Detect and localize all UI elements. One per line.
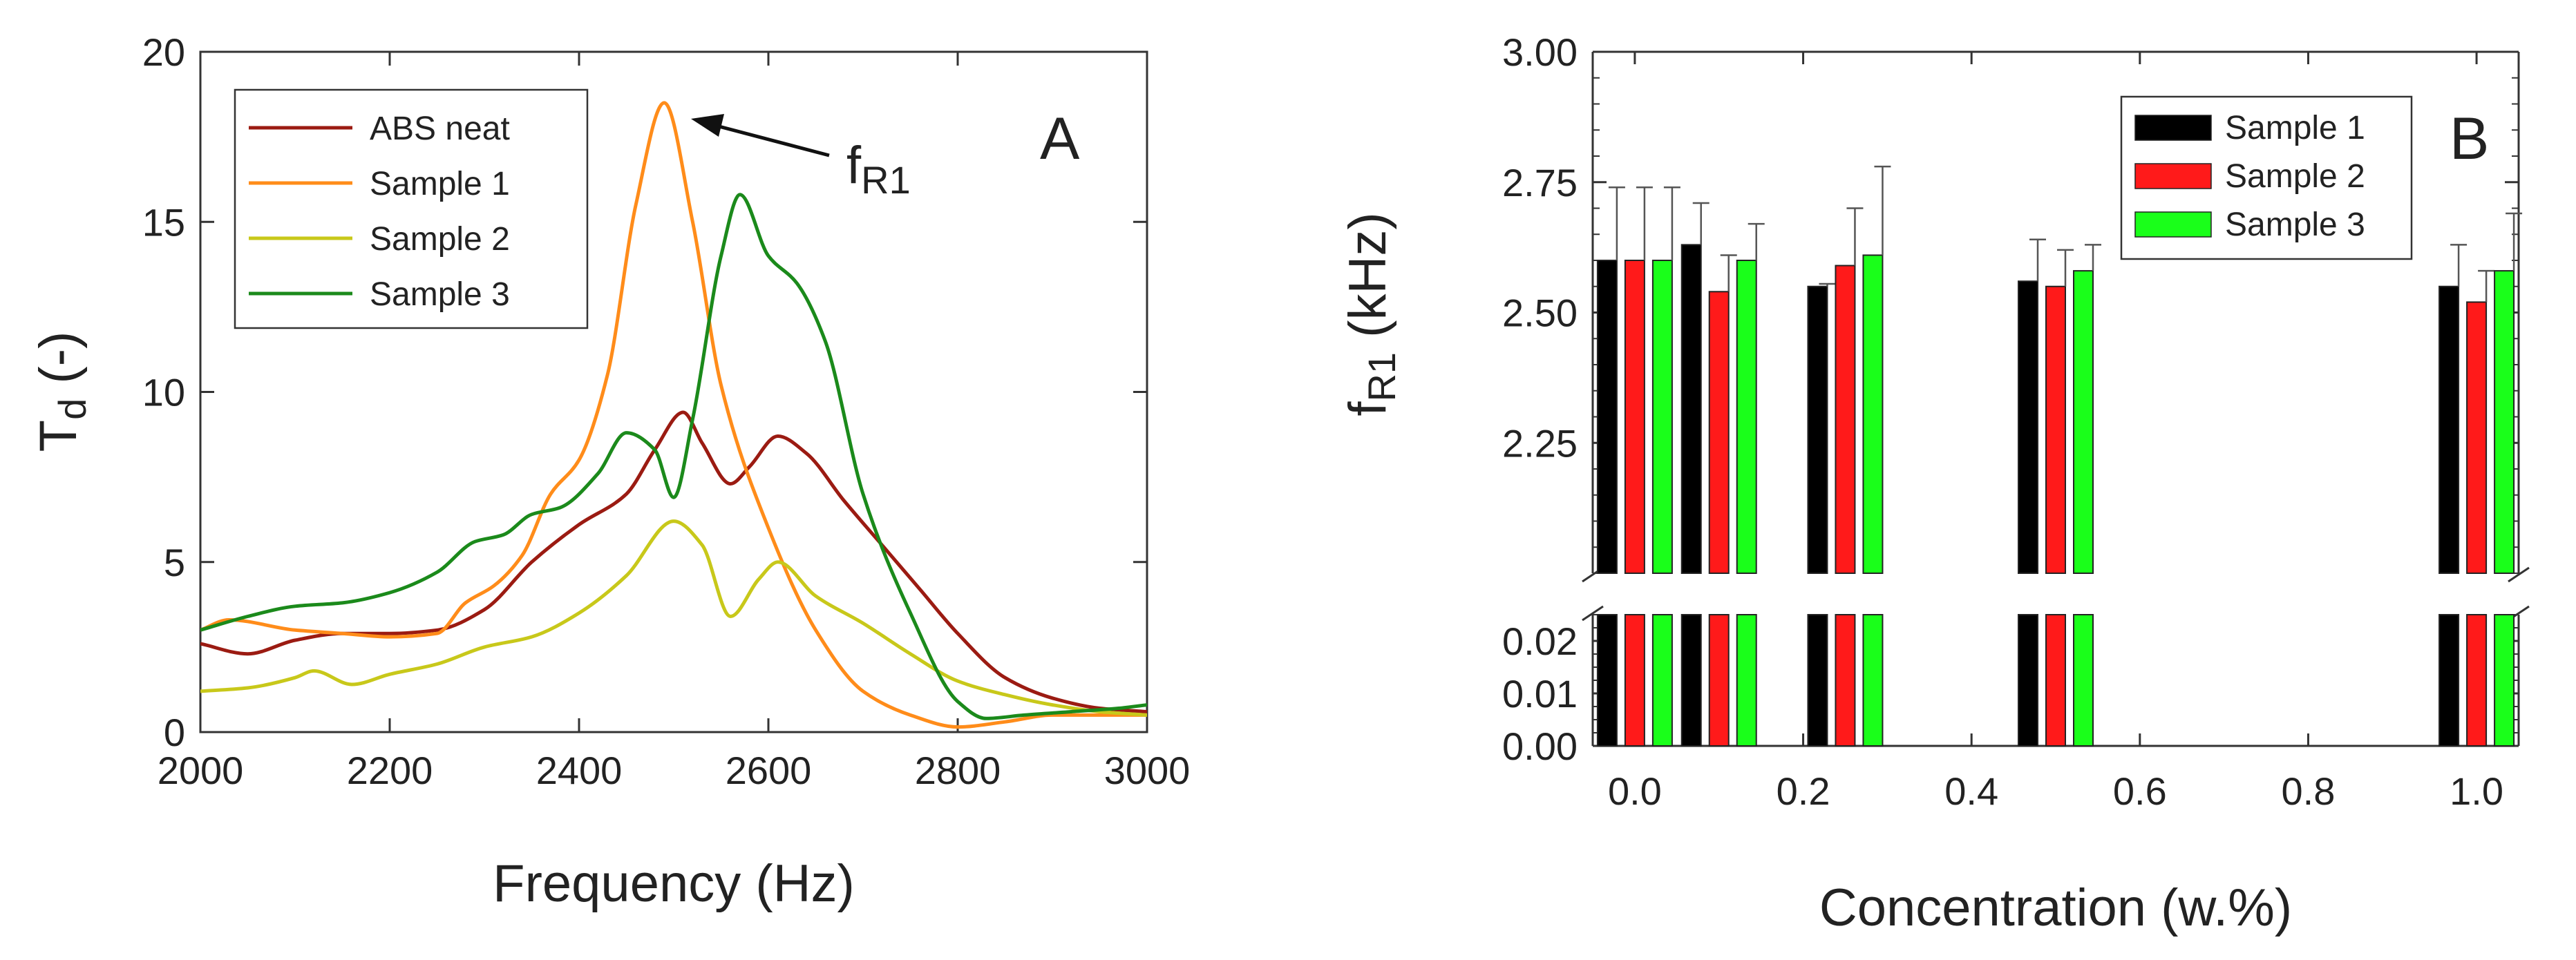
chart-a-annotation: fR1 <box>691 114 911 202</box>
x-tick-label: 0.0 <box>1608 769 1662 813</box>
bar-sample-3 <box>2494 270 2515 574</box>
series-line-abs-neat <box>200 410 1147 713</box>
chart-a: 2000 2200 2400 2600 2800 3000 0 5 10 15 20 ABS nea… <box>29 30 1190 913</box>
legend-label: Sample 2 <box>2225 158 2365 195</box>
y-tick-label: 2.75 <box>1502 161 1578 204</box>
y-tick-label: 2.50 <box>1502 291 1578 335</box>
chart-b-y-axis-label-sub: R1 <box>1360 352 1403 402</box>
bar-sample-2 <box>1708 291 1730 574</box>
chart-a-y-axis-label: Td (-) <box>29 332 94 452</box>
x-tick-label: 2200 <box>347 749 433 792</box>
bar-lower-sample-2 <box>1624 614 1645 747</box>
x-tick-label: 2400 <box>536 749 623 792</box>
bar-lower-sample-1 <box>1807 614 1828 747</box>
y-tick-label: 5 <box>164 541 185 584</box>
bar-lower-sample-1 <box>2438 614 2460 747</box>
chart-a-y-axis-label-suffix: (-) <box>29 332 88 399</box>
y-tick-label: 10 <box>142 371 185 414</box>
legend-label: Sample 1 <box>370 166 510 202</box>
x-tick-label: 3000 <box>1104 749 1191 792</box>
bar-sample-2 <box>1624 260 1645 574</box>
legend-swatch <box>2134 211 2212 238</box>
legend-label: ABS neat <box>370 111 510 147</box>
series-line-sample-1 <box>200 101 1147 729</box>
chart-b: 0.0 0.2 0.4 0.6 0.8 1.0 2.25 2.50 2.75 3.00 0.00 0.… <box>1338 30 2530 937</box>
bar-sample-2 <box>1835 265 1856 574</box>
x-tick-label: 0.2 <box>1777 769 1830 813</box>
bar-lower-sample-3 <box>2494 614 2515 747</box>
chart-b-y-axis-label: fR1 (kHz) <box>1338 212 1403 416</box>
annotation-label-sub: R1 <box>861 158 911 202</box>
bar-sample-1 <box>1680 244 1702 574</box>
legend-label: Sample 3 <box>370 276 510 313</box>
x-tick-label: 2600 <box>726 749 812 792</box>
x-tick-label: 0.8 <box>2282 769 2336 813</box>
bar-sample-1 <box>2438 285 2460 574</box>
bar-sample-1 <box>1596 260 1618 574</box>
legend-label: Sample 3 <box>2225 207 2365 243</box>
x-tick-label: 1.0 <box>2450 769 2503 813</box>
chart-a-legend: ABS neat Sample 1 Sample 2 Sample 3 <box>234 88 589 329</box>
y-tick-label: 0.02 <box>1502 620 1578 663</box>
annotation-arrowhead <box>691 114 724 137</box>
bar-lower-sample-1 <box>1680 614 1702 747</box>
x-tick-label: 2800 <box>915 749 1001 792</box>
y-tick-label: 20 <box>142 30 185 74</box>
legend-label: Sample 2 <box>370 221 510 258</box>
bar-lower-sample-2 <box>2466 614 2488 747</box>
bar-sample-3 <box>2073 270 2094 574</box>
legend-swatch <box>2134 163 2212 189</box>
chart-a-y-axis-label-sub: d <box>50 399 94 420</box>
bar-lower-sample-1 <box>1596 614 1618 747</box>
legend-swatch <box>2134 115 2212 141</box>
chart-a-x-axis-label: Frequency (Hz) <box>493 854 855 913</box>
x-tick-label: 0.6 <box>2113 769 2167 813</box>
x-tick-label: 2000 <box>158 749 244 792</box>
chart-b-y-axis-label-main: f <box>1338 401 1397 416</box>
chart-b-y-axis-label-suffix: (kHz) <box>1338 212 1397 352</box>
bar-lower-sample-1 <box>2018 614 2038 747</box>
chart-b-panel-label: B <box>2450 106 2489 172</box>
bar-sample-1 <box>2018 280 2038 574</box>
bar-sample-3 <box>1862 254 1884 574</box>
bar-sample-3 <box>1736 260 1757 574</box>
y-tick-label: 15 <box>142 200 185 244</box>
bar-sample-1 <box>1807 285 1828 574</box>
bar-lower-sample-2 <box>1835 614 1856 747</box>
series-line-sample-2 <box>200 519 1147 717</box>
chart-a-panel-label: A <box>1040 106 1080 172</box>
annotation-label: fR1 <box>846 136 911 202</box>
bar-lower-sample-3 <box>1862 614 1884 747</box>
chart-b-x-axis-label: Concentration (w.%) <box>1819 879 2292 937</box>
series-line-sample-3 <box>200 193 1147 720</box>
y-tick-label: 0 <box>164 711 185 754</box>
x-tick-label: 0.4 <box>1944 769 1998 813</box>
legend-label: Sample 1 <box>2225 110 2365 146</box>
bar-lower-sample-3 <box>1736 614 1757 747</box>
bar-lower-sample-2 <box>1708 614 1730 747</box>
bar-lower-sample-3 <box>1651 614 1673 747</box>
y-tick-label: 2.25 <box>1502 421 1578 465</box>
bar-lower-sample-3 <box>2073 614 2094 747</box>
y-tick-label: 0.00 <box>1502 724 1578 768</box>
chart-b-legend: Sample 1 Sample 2 Sample 3 <box>2120 95 2413 260</box>
bar-sample-3 <box>1651 260 1673 574</box>
bar-sample-2 <box>2045 285 2066 574</box>
y-tick-label: 3.00 <box>1502 30 1578 74</box>
bar-lower-sample-2 <box>2045 614 2066 747</box>
y-tick-label: 0.01 <box>1502 672 1578 716</box>
annotation-label-main: f <box>846 136 862 195</box>
bar-sample-2 <box>2466 301 2488 574</box>
chart-a-y-axis-label-main: T <box>29 420 88 452</box>
